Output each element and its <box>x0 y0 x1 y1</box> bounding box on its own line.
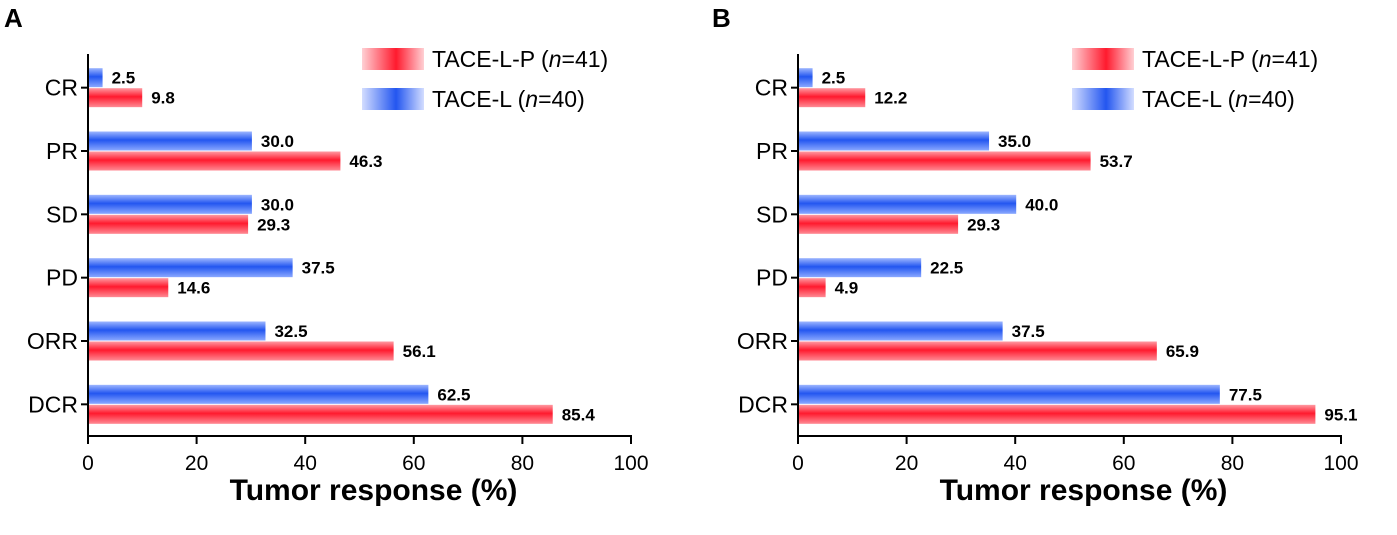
panel-b-x-tick-label: 60 <box>1112 452 1135 475</box>
panel-a-bar-tace-l-pr <box>89 131 252 151</box>
panel-a-value-label-tace-l-p-pd: 14.6 <box>177 279 210 298</box>
panel-a-legend-label-tace-l-p: TACE-L-P (n=41) <box>432 46 608 72</box>
panel-a-value-label-tace-l-pd: 37.5 <box>302 259 335 278</box>
panel-a-bar-tace-l-p-pd <box>89 278 169 298</box>
panel-b-category-label: PD <box>756 265 788 291</box>
panel-b-bar-tace-l-cr <box>799 68 813 88</box>
panel-b-category-label: SD <box>756 201 788 227</box>
panel-b-value-label-tace-l-pd: 22.5 <box>930 259 963 278</box>
panel-a-value-label-tace-l-p-cr: 9.8 <box>151 89 175 108</box>
panel-a-x-tick-label: 40 <box>294 452 317 475</box>
panel-b-letter: B <box>712 3 731 33</box>
panel-b-category-label: ORR <box>737 328 788 354</box>
panel-a-x-tick-label: 20 <box>185 452 208 475</box>
panel-a-bar-tace-l-p-pr <box>89 151 341 171</box>
panel-b-category-label: CR <box>755 75 788 101</box>
panel-a-x-tick-label: 80 <box>511 452 534 475</box>
panel-a-category-label: PR <box>46 138 78 164</box>
chart-panel-b: B 2.5 12.2 CR 35.0 53.7 PR 40.0 29.3 SD 22.5 4.9 PD 3… <box>712 3 1359 507</box>
panel-a-value-label-tace-l-sd: 30.0 <box>261 195 294 214</box>
panel-b-bar-tace-l-p-sd <box>799 214 959 234</box>
panel-a-value-label-tace-l-p-pr: 46.3 <box>349 152 382 171</box>
panel-b-bar-tace-l-dcr <box>799 384 1220 404</box>
panel-b-bar-tace-l-sd <box>799 194 1017 214</box>
panel-a-value-label-tace-l-pr: 30.0 <box>261 132 294 151</box>
panel-b-bar-tace-l-pr <box>799 131 990 151</box>
panel-b-x-tick-label: 100 <box>1323 452 1358 475</box>
panel-a-x-tick-label: 0 <box>82 452 94 475</box>
panel-a-bar-tace-l-p-cr <box>89 88 143 108</box>
panel-a-legend-swatch-tace-l <box>362 88 424 110</box>
panel-b-value-label-tace-l-p-cr: 12.2 <box>874 89 907 108</box>
panel-a-value-label-tace-l-cr: 2.5 <box>112 69 136 88</box>
panel-b-value-label-tace-l-p-sd: 29.3 <box>967 215 1000 234</box>
panel-b-x-tick-label: 0 <box>792 452 804 475</box>
panel-a-category-label: PD <box>46 265 78 291</box>
panel-b-value-label-tace-l-sd: 40.0 <box>1025 195 1058 214</box>
panel-b-bar-tace-l-p-cr <box>799 88 866 108</box>
panel-b-bar-tace-l-p-pr <box>799 151 1091 171</box>
panel-b-category-label: PR <box>756 138 788 164</box>
panel-a-value-label-tace-l-p-dcr: 85.4 <box>562 405 596 424</box>
panel-b-value-label-tace-l-dcr: 77.5 <box>1229 385 1262 404</box>
panel-a-bar-tace-l-sd <box>89 194 252 214</box>
panel-b-value-label-tace-l-p-pr: 53.7 <box>1100 152 1133 171</box>
panel-a-value-label-tace-l-orr: 32.5 <box>274 322 307 341</box>
panel-b-x-tick-label: 20 <box>895 452 918 475</box>
panel-b-value-label-tace-l-p-orr: 65.9 <box>1166 342 1199 361</box>
panel-a-category-label: DCR <box>28 391 78 417</box>
chart-panel-a: A2.59.8CR30.046.3PR30.029.3SD37.514.6PD3… <box>4 3 649 507</box>
panel-a-bar-tace-l-orr <box>89 321 266 341</box>
panel-b-legend-label-tace-l: TACE-L (n=40) <box>1142 86 1295 112</box>
panel-b-category-label: DCR <box>738 391 788 417</box>
panel-a-legend-swatch-tace-l-p <box>362 48 424 70</box>
panel-a-x-axis-label: Tumor response (%) <box>230 474 518 507</box>
panel-b-x-axis-label: Tumor response (%) <box>940 474 1228 507</box>
panel-a-value-label-tace-l-p-sd: 29.3 <box>257 215 290 234</box>
panel-b-value-label-tace-l-orr: 37.5 <box>1012 322 1045 341</box>
panel-a-bar-tace-l-dcr <box>89 384 429 404</box>
panel-b-legend-label-tace-l-p: TACE-L-P (n=41) <box>1142 46 1318 72</box>
panel-b-value-label-tace-l-p-pd: 4.9 <box>835 279 859 298</box>
panel-a-value-label-tace-l-p-orr: 56.1 <box>403 342 436 361</box>
panel-a-bar-tace-l-cr <box>89 68 103 88</box>
panel-a-category-label: SD <box>46 201 78 227</box>
panel-a-bar-tace-l-p-orr <box>89 341 394 361</box>
panel-b-value-label-tace-l-pr: 35.0 <box>998 132 1031 151</box>
panel-a-bar-tace-l-pd <box>89 258 293 278</box>
panel-b-x-tick-label: 80 <box>1221 452 1244 475</box>
panel-b-legend-swatch-tace-l-p <box>1072 48 1134 70</box>
panel-a-x-tick-label: 60 <box>402 452 425 475</box>
panel-a-x-tick-label: 100 <box>613 452 648 475</box>
panel-b-x-tick-label: 40 <box>1004 452 1027 475</box>
panel-a-category-label: ORR <box>27 328 78 354</box>
panel-a-value-label-tace-l-dcr: 62.5 <box>437 385 470 404</box>
panel-a-legend-label-tace-l: TACE-L (n=40) <box>432 86 585 112</box>
panel-b-bar-tace-l-p-pd <box>799 278 826 298</box>
panel-a-category-label: CR <box>45 75 78 101</box>
panel-b-bar-tace-l-p-dcr <box>799 404 1316 424</box>
panel-b-legend-swatch-tace-l <box>1072 88 1134 110</box>
panel-a-bar-tace-l-p-dcr <box>89 404 553 424</box>
panel-b-value-label-tace-l-cr: 2.5 <box>822 69 846 88</box>
panel-b-value-label-tace-l-p-dcr: 95.1 <box>1324 405 1357 424</box>
panel-b-bar-tace-l-p-orr <box>799 341 1157 361</box>
panel-a-bar-tace-l-p-sd <box>89 214 249 234</box>
panel-b-bar-tace-l-pd <box>799 258 922 278</box>
panel-a-letter: A <box>4 3 23 33</box>
panel-b-bar-tace-l-orr <box>799 321 1003 341</box>
